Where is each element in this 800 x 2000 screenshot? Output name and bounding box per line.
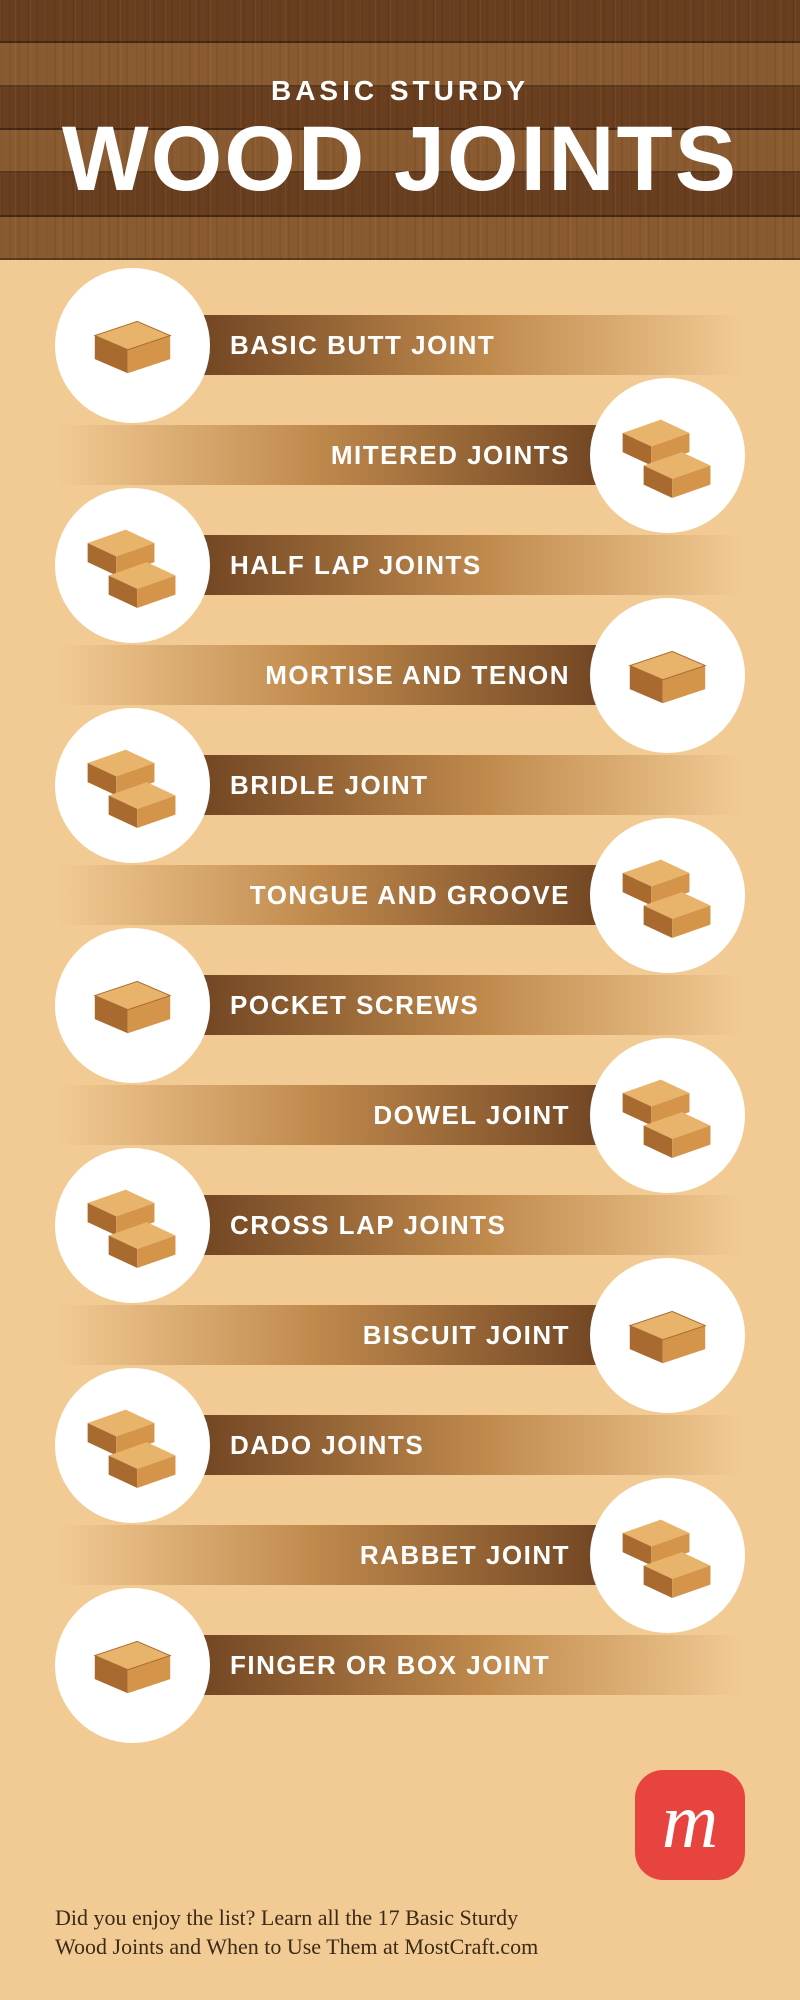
joint-illustration	[590, 598, 745, 753]
joint-label: BASIC BUTT JOINT	[230, 330, 495, 361]
joint-label: HALF LAP JOINTS	[230, 550, 482, 581]
joint-illustration	[55, 488, 210, 643]
joint-label-bar: BASIC BUTT JOINT	[170, 315, 745, 375]
joint-label-bar: FINGER OR BOX JOINT	[170, 1635, 745, 1695]
joints-list: BASIC BUTT JOINT MITERED JOINTS HALF LAP…	[55, 290, 745, 1720]
joint-label: MORTISE AND TENON	[265, 660, 570, 691]
joint-label: FINGER OR BOX JOINT	[230, 1650, 550, 1681]
joint-illustration	[590, 1478, 745, 1633]
joint-label-bar: POCKET SCREWS	[170, 975, 745, 1035]
joint-label-bar: MORTISE AND TENON	[55, 645, 630, 705]
joint-label-bar: TONGUE AND GROOVE	[55, 865, 630, 925]
joint-illustration	[590, 818, 745, 973]
joint-label: BISCUIT JOINT	[363, 1320, 570, 1351]
joint-label: POCKET SCREWS	[230, 990, 479, 1021]
joint-label-bar: HALF LAP JOINTS	[170, 535, 745, 595]
mostcraft-logo: m	[635, 1770, 745, 1880]
joint-label: DOWEL JOINT	[373, 1100, 570, 1131]
joint-illustration	[55, 268, 210, 423]
joint-label: BRIDLE JOINT	[230, 770, 429, 801]
joint-label-bar: DOWEL JOINT	[55, 1085, 630, 1145]
joint-illustration	[55, 708, 210, 863]
header-subtitle: BASIC STURDY	[271, 75, 529, 107]
joint-label-bar: BISCUIT JOINT	[55, 1305, 630, 1365]
joint-label: DADO JOINTS	[230, 1430, 424, 1461]
joint-illustration	[55, 1148, 210, 1303]
joint-label-bar: MITERED JOINTS	[55, 425, 630, 485]
joint-illustration	[55, 1368, 210, 1523]
joint-label: MITERED JOINTS	[331, 440, 570, 471]
infographic-canvas: BASIC STURDY WOOD JOINTS BASIC BUTT JOIN…	[0, 0, 800, 2000]
joint-label-bar: CROSS LAP JOINTS	[170, 1195, 745, 1255]
header-title: WOOD JOINTS	[62, 113, 738, 205]
joint-illustration	[590, 1038, 745, 1193]
logo-letter: m	[662, 1782, 718, 1860]
joint-label: CROSS LAP JOINTS	[230, 1210, 506, 1241]
joint-label: RABBET JOINT	[360, 1540, 570, 1571]
joint-label-bar: BRIDLE JOINT	[170, 755, 745, 815]
joint-illustration	[55, 1588, 210, 1743]
header: BASIC STURDY WOOD JOINTS	[0, 0, 800, 260]
joint-label-bar: RABBET JOINT	[55, 1525, 630, 1585]
joint-label: TONGUE AND GROOVE	[250, 880, 570, 911]
joint-illustration	[590, 1258, 745, 1413]
joint-label-bar: DADO JOINTS	[170, 1415, 745, 1475]
joint-illustration	[55, 928, 210, 1083]
footer-text: Did you enjoy the list? Learn all the 17…	[55, 1903, 555, 1962]
joint-illustration	[590, 378, 745, 533]
